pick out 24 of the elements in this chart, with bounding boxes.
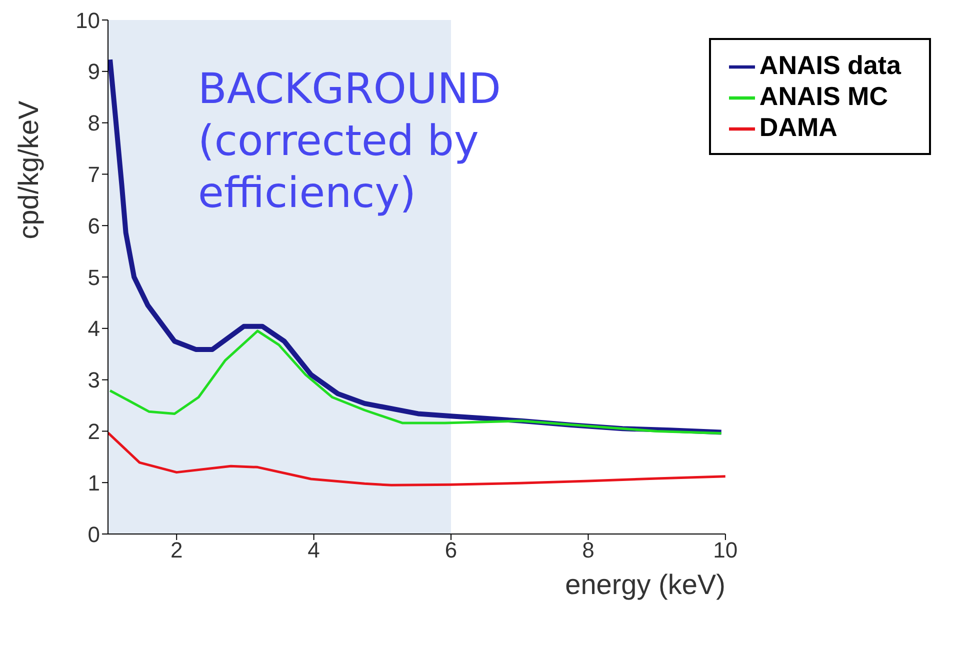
legend-label: ANAIS MC <box>759 81 888 111</box>
annotation: BACKGROUND (corrected by efficiency) <box>198 63 501 219</box>
x-tick-label: 2 <box>170 538 183 563</box>
legend-label: ANAIS data <box>759 50 901 80</box>
x-tick-label: 4 <box>308 538 320 563</box>
x-tick-label: 10 <box>713 538 738 563</box>
y-tick-label: 8 <box>88 110 100 136</box>
line-series <box>108 330 723 435</box>
y-tick-label: 3 <box>88 368 100 393</box>
y-tick-label: 6 <box>88 213 100 238</box>
y-axis-title: cpd/kg/keV <box>12 100 44 240</box>
y-tick-label: 10 <box>76 8 100 33</box>
line-series <box>108 431 726 486</box>
y-tick-label: 7 <box>88 162 100 188</box>
y-tick-label: 1 <box>88 470 100 496</box>
x-tick-label: 8 <box>582 538 594 563</box>
y-tick-label: 5 <box>88 264 100 290</box>
y-tick-label: 9 <box>88 59 100 84</box>
x-tick-label: 6 <box>444 538 458 563</box>
legend-label: DAMA <box>759 112 838 142</box>
x-axis-title: energy (keV) <box>565 569 726 600</box>
y-tick-label: 2 <box>88 419 100 444</box>
y-tick-label: 4 <box>88 316 100 342</box>
y-tick-label: 0 <box>88 522 100 547</box>
